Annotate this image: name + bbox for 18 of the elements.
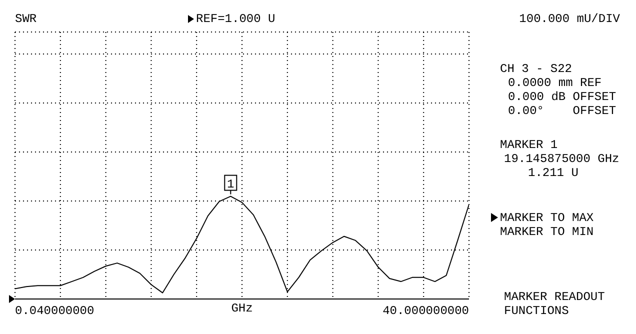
text: MARKER 1 xyxy=(500,138,558,152)
marker-flag: 1 xyxy=(224,174,238,195)
text: 40.000000000 xyxy=(382,304,469,318)
text: 19.145875000 GHz xyxy=(504,152,620,166)
text: REF=1.000 U xyxy=(196,12,276,26)
text: MARKER READOUT xyxy=(504,290,605,304)
text: MARKER TO MAX xyxy=(500,211,594,225)
text: 1.211 U xyxy=(528,166,578,180)
text: 100.000 mU/DIV xyxy=(519,12,620,26)
text: 0.00° OFFSET xyxy=(508,104,616,118)
chart-title: SWR xyxy=(15,12,37,26)
x-axis-title: GHz xyxy=(231,302,253,316)
text: FUNCTIONS xyxy=(504,304,569,318)
text: 0.0000 mm REF xyxy=(508,76,602,90)
text: MARKER TO MIN xyxy=(500,225,594,239)
text: CH 3 - S22 xyxy=(500,62,572,76)
text: 0.000 dB OFFSET xyxy=(508,90,616,104)
text: 0.040000000 xyxy=(15,304,94,318)
